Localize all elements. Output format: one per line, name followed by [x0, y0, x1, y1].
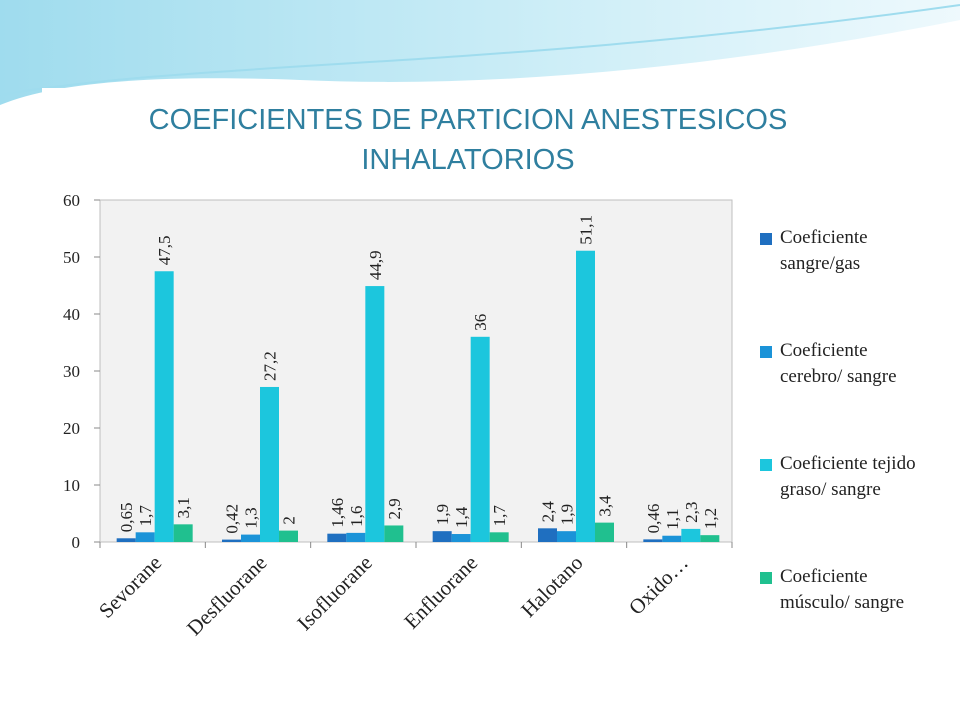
bar [576, 250, 595, 543]
bar [700, 535, 720, 542]
bar [643, 539, 663, 542]
y-tick-label: 0 [72, 533, 81, 552]
value-label: 1,4 [452, 506, 471, 528]
value-label: 1,3 [242, 507, 261, 528]
y-tick-label: 60 [63, 191, 80, 210]
value-label: 1,9 [433, 504, 452, 525]
bar [451, 534, 471, 542]
value-label: 36 [471, 314, 490, 331]
value-label: 2,9 [385, 498, 404, 519]
legend-swatch [760, 572, 772, 584]
y-tick-label: 40 [63, 305, 80, 324]
legend-label: Coeficiente cerebro/ sangre [780, 340, 897, 387]
value-label: 3,4 [596, 495, 615, 517]
value-label: 3,1 [174, 497, 193, 518]
bar [557, 531, 576, 542]
bar [538, 528, 557, 542]
y-tick-label: 50 [63, 248, 80, 267]
bar [365, 286, 385, 542]
value-label: 47,5 [155, 236, 174, 266]
bar [222, 539, 241, 542]
y-tick-label: 20 [63, 419, 80, 438]
legend-label: Coeficiente tejido graso/ sangre [780, 453, 916, 500]
legend-item: Coeficiente cerebro/ sangre [760, 338, 930, 451]
bar [470, 336, 490, 542]
bar [173, 524, 193, 542]
legend-item: Coeficiente sangre/gas [760, 225, 930, 338]
value-label: 1,7 [136, 505, 155, 527]
value-label: 2 [280, 516, 299, 525]
value-label: 1,9 [558, 504, 577, 525]
bar [241, 534, 260, 542]
bar [681, 528, 701, 542]
value-label: 1,2 [701, 508, 720, 529]
bar [279, 530, 298, 542]
value-label: 0,42 [223, 504, 242, 534]
decoration [0, 0, 960, 105]
bar [489, 532, 509, 542]
legend-swatch [760, 346, 772, 358]
bar [116, 538, 136, 542]
legend-label: Coeficiente músculo/ sangre [780, 566, 905, 613]
y-tick-label: 10 [63, 476, 80, 495]
bar [384, 525, 404, 542]
value-label: 1,46 [328, 498, 347, 528]
value-label: 0,65 [117, 503, 136, 533]
value-label: 2,3 [682, 502, 701, 523]
value-label: 1,1 [663, 508, 682, 529]
y-tick-label: 30 [63, 362, 80, 381]
value-label: 44,9 [366, 250, 385, 280]
bar [595, 522, 614, 542]
value-label: 1,6 [347, 506, 366, 527]
value-label: 1,7 [490, 505, 509, 527]
decoration [0, 4, 960, 96]
plot-area [99, 199, 733, 543]
bar [432, 531, 452, 542]
legend-label: Coeficiente sangre/gas [780, 227, 868, 274]
value-label: 51,1 [577, 215, 596, 245]
legend: Coeficiente sangre/gas Coeficiente cerebr… [760, 225, 930, 677]
legend-swatch [760, 459, 772, 471]
bar [346, 532, 366, 542]
bar [135, 532, 155, 542]
value-label: 27,2 [261, 351, 280, 381]
bar [662, 535, 682, 542]
chart-title: COEFICIENTES DE PARTICION ANESTESICOS IN… [148, 104, 788, 176]
bar [327, 533, 347, 542]
value-label: 0,46 [644, 504, 663, 534]
value-label: 2,4 [539, 501, 558, 523]
legend-item: Coeficiente músculo/ sangre [760, 564, 930, 677]
legend-item: Coeficiente tejido graso/ sangre [760, 451, 930, 564]
bar [154, 271, 174, 542]
bar [260, 386, 279, 542]
legend-swatch [760, 233, 772, 245]
